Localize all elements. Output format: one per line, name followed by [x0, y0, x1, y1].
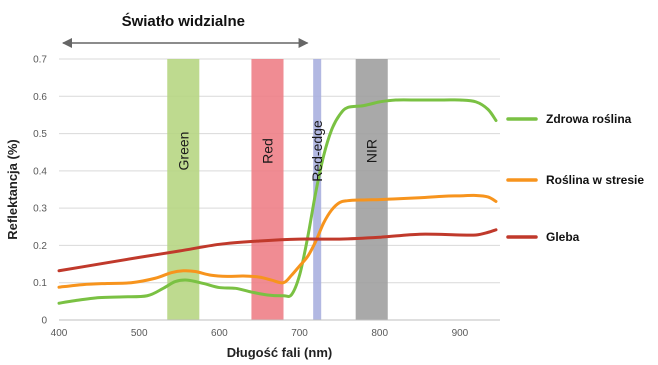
y-tick-label: 0.5	[33, 129, 47, 140]
axes: 0 0.1 0.2 0.3 0.4 0.5 0.6 0.7 400 500 600 700 800 900	[33, 55, 500, 339]
y-tick-label: 0.4	[33, 166, 47, 177]
y-axis-title: Reflektancja (%)	[5, 139, 20, 239]
legend-label: Roślina w stresie	[546, 173, 644, 187]
x-tick-label: 900	[452, 328, 469, 339]
visible-light-label: Światło widzialne	[122, 12, 245, 30]
x-tick-label: 400	[51, 328, 68, 339]
legend: Zdrowa roślina Roślina w stresie Gleba	[506, 112, 644, 244]
series-line-zdrowa-roslina	[57, 98, 498, 305]
band-green	[167, 59, 200, 320]
band-nir	[355, 59, 388, 320]
x-tick-label: 600	[211, 328, 228, 339]
series-line-gleba	[57, 228, 498, 273]
visible-light-header: Światło widzialne	[62, 12, 309, 48]
x-tick-label: 800	[371, 328, 388, 339]
y-tick-label: 0.1	[33, 278, 47, 289]
band-labels: Green Red Red-edge NIR	[175, 120, 379, 182]
y-tick-label: 0	[41, 316, 47, 327]
band-label-green: Green	[175, 132, 191, 171]
band-label-nir: NIR	[364, 139, 380, 163]
series-line-roslina-w-stresie	[57, 193, 498, 289]
y-tick-label: 0.7	[33, 55, 47, 66]
series-lines	[57, 98, 498, 305]
y-tick-label: 0.2	[33, 241, 47, 252]
y-tick-label: 0.6	[33, 92, 47, 103]
x-axis-title: Długość fali (nm)	[227, 345, 332, 360]
legend-label: Zdrowa roślina	[546, 112, 632, 126]
x-tick-label: 700	[291, 328, 308, 339]
band-label-red-edge: Red-edge	[309, 120, 325, 182]
x-tick-label: 500	[131, 328, 148, 339]
legend-label: Gleba	[546, 230, 580, 244]
band-label-red: Red	[259, 138, 275, 164]
y-tick-label: 0.3	[33, 204, 47, 215]
